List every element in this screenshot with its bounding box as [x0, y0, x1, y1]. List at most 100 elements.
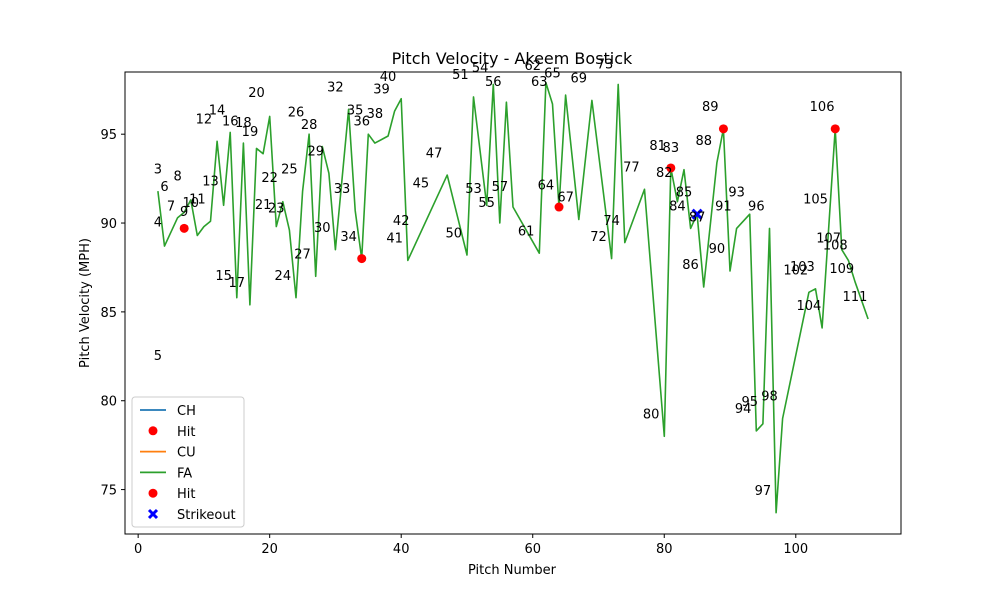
pitch-number-label: 63: [531, 75, 548, 90]
pitch-number-label: 109: [829, 262, 854, 277]
legend-box: [131, 396, 245, 528]
x-tick-label: 0: [134, 542, 142, 557]
pitch-number-label: 106: [810, 100, 835, 115]
pitch-number-label: 30: [314, 221, 331, 236]
series-layer: [157, 81, 869, 514]
pitch-number-label: 41: [386, 232, 403, 247]
pitch-number-label: 88: [695, 134, 712, 149]
pitch-number-label: 83: [663, 141, 680, 156]
legend-label: FA: [177, 466, 192, 481]
legend-item: FA: [140, 466, 192, 481]
pitch-number-label: 90: [709, 242, 726, 257]
pitch-number-label: 10: [182, 196, 199, 211]
pitch-number-label: 82: [656, 166, 673, 181]
hit-marker: [718, 124, 728, 134]
legend-label: CH: [177, 404, 196, 419]
pitch-number-label: 105: [803, 192, 828, 207]
pitch-number-label: 53: [465, 182, 482, 197]
pitch-number-label: 4: [154, 216, 162, 231]
legend-label: Strikeout: [177, 508, 236, 523]
pitch-number-label: 80: [643, 408, 660, 423]
y-tick-label: 80: [100, 395, 117, 410]
pitch-number-label: 86: [682, 258, 699, 273]
legend-x-swatch: [147, 508, 159, 520]
pitch-number-label: 98: [761, 390, 778, 405]
chart-title: Pitch Velocity - Akeem Bostick: [392, 49, 633, 68]
pitch-number-label: 61: [518, 224, 535, 239]
hit-marker: [666, 163, 676, 173]
pitch-number-label: 62: [524, 59, 541, 74]
y-axis-label: Pitch Velocity (MPH): [78, 238, 93, 368]
pitch-number-label: 103: [790, 260, 815, 275]
pitch-number-label: 11: [189, 192, 206, 207]
pitch-number-label: 29: [307, 145, 324, 160]
pitch-number-label: 97: [755, 484, 772, 499]
legend-item: Hit: [148, 425, 195, 440]
pitch-number-label: 50: [446, 226, 463, 241]
pitch-number-label: 24: [275, 269, 292, 284]
pitch-number-label: 45: [413, 177, 430, 192]
x-tick-label: 100: [783, 542, 808, 557]
pitch-number-label: 28: [301, 118, 318, 133]
x-tick-label: 60: [524, 542, 541, 557]
series-line-fa: [157, 81, 869, 514]
pitch-number-label: 111: [843, 290, 868, 305]
legend-item: CH: [140, 404, 196, 419]
pitch-number-label: 95: [741, 395, 758, 410]
pitch-number-label: 38: [367, 107, 384, 122]
legend-item: Strikeout: [147, 508, 236, 523]
pitch-number-label: 34: [340, 230, 357, 245]
pitch-number-label: 33: [334, 182, 351, 197]
pitch-number-label: 23: [268, 201, 285, 216]
hit-marker: [179, 223, 189, 233]
y-tick-label: 75: [100, 484, 117, 499]
pitch-number-label: 84: [669, 200, 686, 215]
pitch-number-label: 93: [728, 185, 745, 200]
hit-marker: [830, 124, 840, 134]
pitch-number-label: 74: [603, 214, 620, 229]
legend-label: CU: [177, 446, 196, 461]
pitch-number-label: 94: [735, 402, 752, 417]
legend-dot-swatch: [148, 426, 158, 436]
pitch-number-label: 69: [570, 72, 587, 87]
pitch-number-label: 42: [393, 214, 410, 229]
pitch-number-label: 9: [180, 205, 188, 220]
pitch-number-label: 22: [261, 171, 278, 186]
pitch-number-label: 13: [202, 175, 219, 190]
pitch-number-label: 36: [353, 114, 370, 129]
y-tick-label: 85: [100, 306, 117, 321]
pitch-number-label: 18: [235, 116, 252, 131]
pitch-number-label: 25: [281, 162, 298, 177]
pitch-number-label: 73: [597, 57, 614, 72]
pitch-number-label: 56: [485, 75, 502, 90]
pitch-number-label: 32: [327, 81, 344, 96]
x-tick-label: 20: [261, 542, 278, 557]
legend-label: Hit: [177, 425, 195, 440]
pitch-number-label: 3: [154, 162, 162, 177]
pitch-number-label: 12: [196, 113, 213, 128]
pitch-number-label: 20: [248, 86, 265, 101]
pitch-number-label: 51: [452, 68, 469, 83]
legend: CH Hit CU FA Hit Strikeout: [131, 396, 245, 528]
pitch-number-label: 8: [173, 169, 181, 184]
pitch-number-label: 40: [380, 70, 397, 85]
pitch-number-label: 55: [478, 196, 495, 211]
pitch-number-label: 67: [557, 191, 574, 206]
pitch-number-label: 104: [797, 299, 822, 314]
pitch-number-label: 39: [373, 82, 390, 97]
pitch-number-label: 5: [154, 349, 162, 364]
pitch-number-label: 102: [783, 264, 808, 279]
hit-marker: [357, 254, 367, 264]
pitch-number-label: 35: [347, 104, 364, 119]
pitch-number-label: 96: [748, 200, 765, 215]
pitch-number-label: 21: [255, 198, 272, 213]
point-labels: 3456789101112131415161718192021222324252…: [154, 57, 868, 498]
pitch-number-label: 27: [294, 248, 311, 263]
pitch-number-label: 85: [676, 185, 693, 200]
pitch-number-label: 14: [209, 104, 226, 119]
pitch-number-label: 108: [823, 239, 848, 254]
axes-frame: [124, 71, 902, 535]
pitch-number-label: 47: [426, 146, 443, 161]
